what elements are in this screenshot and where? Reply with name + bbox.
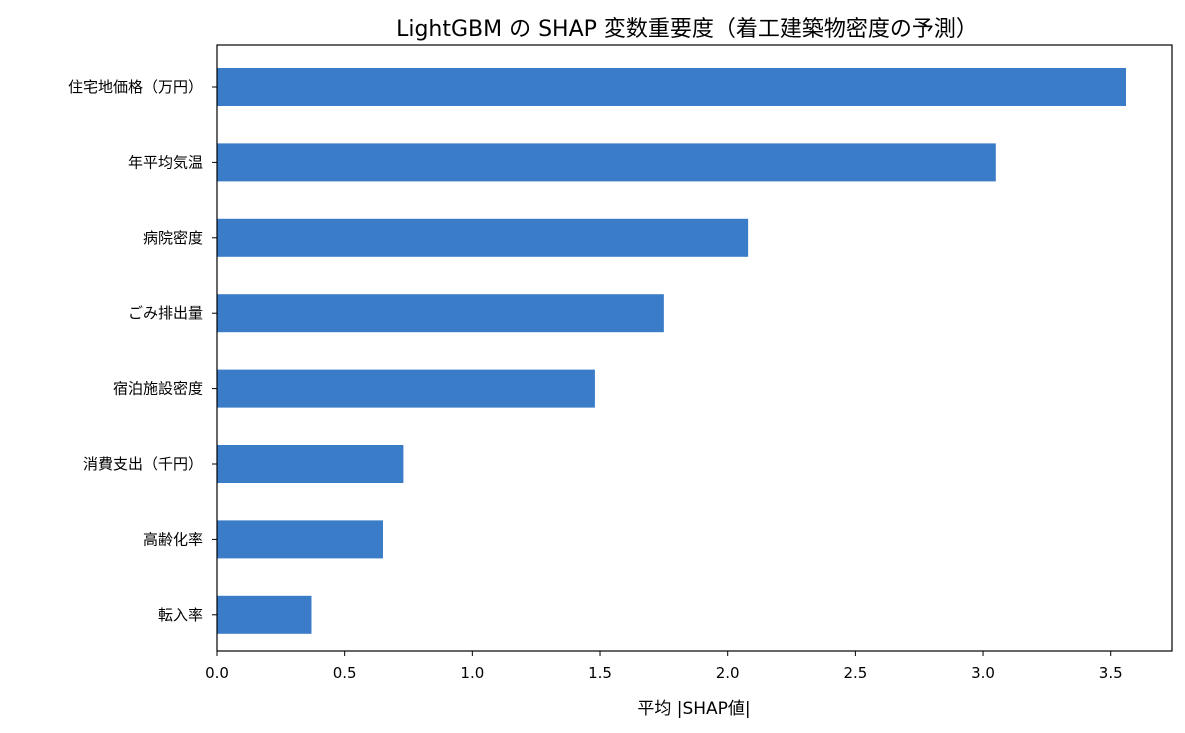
y-tick-label: 住宅地価格（万円） xyxy=(68,78,203,96)
bar xyxy=(217,294,664,333)
x-tick-label: 3.0 xyxy=(971,664,995,682)
x-tick-label: 1.0 xyxy=(460,664,484,682)
y-tick-label: ごみ排出量 xyxy=(128,304,203,322)
y-tick-label: 高齢化率 xyxy=(143,530,203,548)
y-tick-label: 転入率 xyxy=(158,606,203,624)
x-axis: 0.0 0.5 1.0 1.5 2.0 2.5 3.0 3.5 xyxy=(205,651,1123,682)
bar xyxy=(217,445,404,483)
y-tick-label: 病院密度 xyxy=(143,229,203,247)
bar xyxy=(217,68,1127,106)
x-axis-label: 平均 |SHAP値| xyxy=(637,699,750,719)
bar xyxy=(217,218,749,257)
bar xyxy=(217,143,996,182)
bar xyxy=(217,369,595,408)
y-tick-label: 消費支出（千円） xyxy=(83,455,203,473)
x-tick-label: 2.0 xyxy=(716,664,740,682)
plot-frame xyxy=(216,44,1173,652)
x-tick-label: 2.5 xyxy=(843,664,867,682)
y-tick-label: 宿泊施設密度 xyxy=(113,380,203,398)
x-tick-label: 1.5 xyxy=(588,664,612,682)
bar xyxy=(217,595,312,634)
bar xyxy=(217,520,383,559)
x-tick-label: 0.0 xyxy=(205,664,229,682)
y-tick-label: 年平均気温 xyxy=(128,153,203,171)
chart-title: LightGBM の SHAP 変数重要度（着工建築物密度の予測） xyxy=(396,17,978,42)
bars-group xyxy=(217,68,1127,634)
x-tick-label: 3.5 xyxy=(1099,664,1123,682)
x-tick-label: 0.5 xyxy=(333,664,357,682)
